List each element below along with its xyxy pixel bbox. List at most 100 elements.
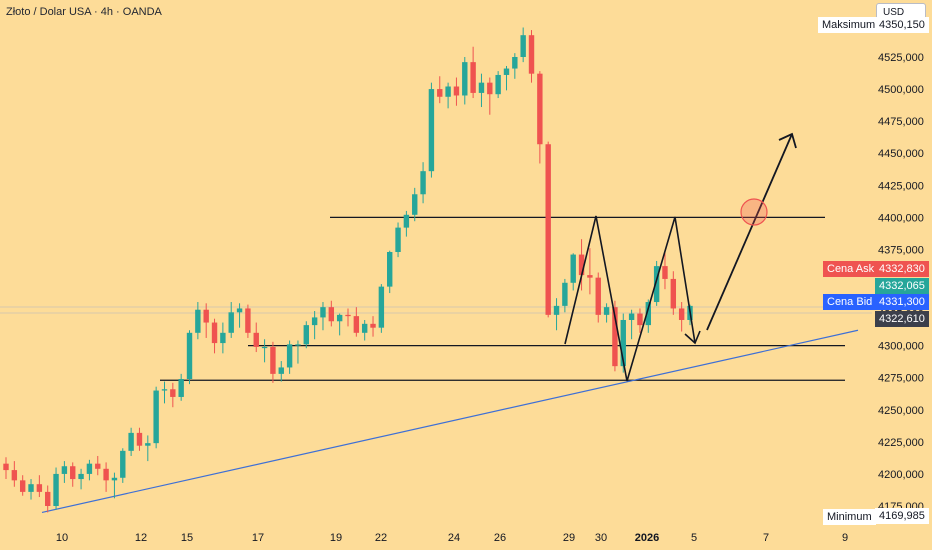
candle-body bbox=[253, 332, 259, 347]
candle-body bbox=[428, 89, 435, 172]
x-tick-label: 19 bbox=[330, 532, 342, 544]
x-tick-label: 7 bbox=[763, 532, 769, 544]
candle-body bbox=[220, 332, 226, 344]
candle-body bbox=[303, 325, 309, 345]
target-circle bbox=[740, 198, 768, 226]
y-tick-label: 4200,000 bbox=[878, 469, 924, 481]
chart-title: Złoto / Dolar USA · 4h · OANDA bbox=[6, 6, 162, 18]
candle-body bbox=[587, 275, 593, 278]
x-tick-label: 26 bbox=[494, 532, 506, 544]
candle-body bbox=[470, 62, 476, 93]
x-tick-label: 5 bbox=[691, 532, 697, 544]
candle-body bbox=[120, 450, 126, 478]
breakout-arrow bbox=[706, 133, 793, 331]
y-tick-label: 4525,000 bbox=[878, 52, 924, 64]
candle-body bbox=[487, 82, 493, 95]
candle-body bbox=[370, 323, 376, 328]
y-tick-label: 4400,000 bbox=[878, 212, 924, 224]
y-tick-label: 4250,000 bbox=[878, 405, 924, 417]
candle-body bbox=[11, 470, 18, 481]
candle-body bbox=[178, 378, 184, 397]
ask-label: Cena Ask bbox=[823, 261, 879, 277]
price-axis: 4525,000 4500,000 4475,000 4450,000 4425,000… bbox=[878, 52, 924, 513]
candle-body bbox=[286, 344, 293, 368]
y-tick-label: 4475,000 bbox=[878, 116, 924, 128]
candle-body bbox=[662, 266, 668, 279]
candle-body bbox=[228, 312, 234, 333]
x-tick-label: 30 bbox=[595, 532, 607, 544]
candle-body bbox=[203, 309, 209, 323]
candle-body bbox=[245, 308, 251, 333]
candle-body bbox=[103, 468, 109, 481]
time-axis-bg bbox=[0, 525, 872, 550]
candle-body bbox=[412, 194, 418, 215]
candle-body bbox=[320, 307, 326, 318]
candle-body bbox=[295, 344, 301, 346]
candle-body bbox=[437, 89, 443, 97]
candle-body bbox=[537, 73, 543, 145]
candle-body bbox=[95, 463, 101, 469]
candle-body bbox=[512, 57, 518, 69]
max-label: Maksimum bbox=[818, 17, 880, 33]
pattern-drawings bbox=[564, 132, 797, 382]
candle-body bbox=[420, 171, 426, 195]
candle-body bbox=[111, 477, 118, 481]
candle-body bbox=[195, 309, 201, 333]
candle-body bbox=[653, 266, 660, 303]
y-tick-label: 4500,000 bbox=[878, 84, 924, 96]
candle-body bbox=[186, 332, 193, 379]
candle-body bbox=[70, 466, 76, 480]
y-tick-label: 4450,000 bbox=[878, 148, 924, 160]
candle-body bbox=[78, 473, 84, 480]
min-value: 4169,985 bbox=[875, 508, 929, 524]
candle-body bbox=[36, 484, 43, 492]
candle-body bbox=[678, 308, 685, 320]
candle-body bbox=[261, 346, 268, 349]
candle-body bbox=[86, 463, 93, 474]
candle-body bbox=[478, 82, 485, 93]
candle-body bbox=[45, 491, 51, 506]
prev-close-value: 4322,610 bbox=[875, 311, 929, 327]
breakout-arrow-head bbox=[778, 132, 797, 149]
candle-body bbox=[453, 86, 460, 96]
x-tick-label: 15 bbox=[181, 532, 193, 544]
candle-body bbox=[612, 307, 618, 367]
candle-body bbox=[553, 305, 560, 315]
candle-body bbox=[387, 251, 393, 287]
ask-value: 4332,830 bbox=[875, 261, 929, 277]
candle-body bbox=[595, 277, 601, 315]
candle-body bbox=[637, 313, 643, 326]
y-tick-label: 4225,000 bbox=[878, 437, 924, 449]
x-tick-label: 12 bbox=[135, 532, 147, 544]
candle-body bbox=[328, 307, 335, 322]
candle-body bbox=[395, 227, 401, 252]
candle-body bbox=[278, 367, 284, 374]
candle-body bbox=[462, 62, 468, 96]
candle-body bbox=[53, 473, 59, 506]
candle-body bbox=[311, 317, 318, 326]
candle-body bbox=[628, 313, 635, 320]
bid-value: 4331,300 bbox=[875, 294, 929, 310]
y-tick-label: 4300,000 bbox=[878, 341, 924, 353]
trendline bbox=[41, 329, 859, 513]
x-tick-label: 17 bbox=[252, 532, 264, 544]
candle-body bbox=[3, 463, 9, 471]
candles bbox=[3, 27, 693, 513]
x-tick-label: 29 bbox=[563, 532, 575, 544]
x-tick-label: 10 bbox=[56, 532, 68, 544]
y-tick-label: 4275,000 bbox=[878, 373, 924, 385]
y-tick-label: 4425,000 bbox=[878, 180, 924, 192]
min-label: Minimum bbox=[823, 509, 876, 525]
candle-body bbox=[545, 144, 551, 315]
candle-body bbox=[61, 466, 68, 474]
time-axis: 10 12 15 17 19 22 24 26 29 30 2026 5 7 9 bbox=[56, 532, 848, 544]
candle-body bbox=[211, 322, 218, 344]
candle-body bbox=[578, 254, 585, 276]
candle-body bbox=[161, 389, 168, 391]
candle-body bbox=[645, 302, 651, 326]
candle-body bbox=[495, 74, 501, 95]
candle-body bbox=[445, 86, 451, 97]
candle-body bbox=[570, 254, 576, 283]
x-tick-label: 24 bbox=[448, 532, 460, 544]
